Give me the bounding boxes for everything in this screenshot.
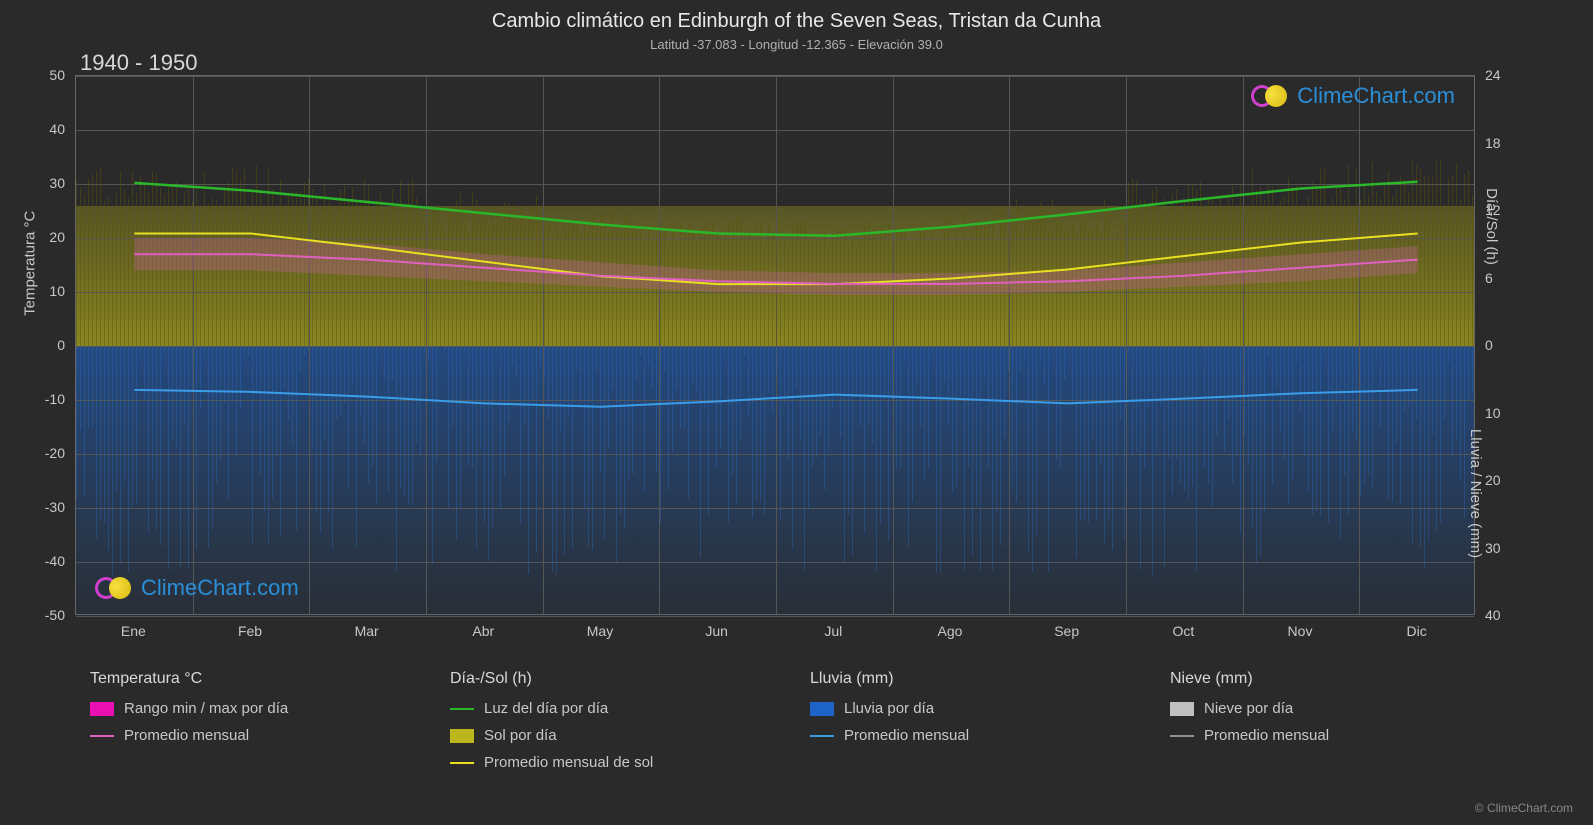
watermark-text: ClimeChart.com [1297, 83, 1455, 109]
legend-swatch [450, 708, 474, 710]
ytick-right-hours: 6 [1485, 270, 1493, 286]
ytick-left: 20 [49, 229, 65, 245]
legend-label: Promedio mensual de sol [484, 754, 653, 771]
legend-item: Promedio mensual [90, 727, 410, 744]
xtick-month: Mar [355, 623, 379, 639]
xtick-month: Jun [705, 623, 728, 639]
ytick-right-mm: 30 [1485, 540, 1501, 556]
ytick-left: 10 [49, 283, 65, 299]
ytick-right-mm: 20 [1485, 472, 1501, 488]
xtick-month: Feb [238, 623, 262, 639]
legend-item: Rango min / max por día [90, 700, 410, 717]
legend-item: Luz del día por día [450, 700, 770, 717]
left-axis-label: Temperatura °C [22, 211, 39, 316]
ytick-right-hours: 18 [1485, 135, 1501, 151]
right-axis-label-top: Día-/Sol (h) [1483, 188, 1500, 265]
chart-title: Cambio climático en Edinburgh of the Sev… [0, 0, 1593, 33]
ytick-right-hours: 0 [1485, 337, 1493, 353]
watermark-text: ClimeChart.com [141, 575, 299, 601]
daylight-line [134, 182, 1417, 236]
watermark-bottom: ClimeChart.com [95, 575, 299, 601]
legend-column: Nieve (mm) Nieve por día Promedio mensual [1170, 670, 1490, 781]
series-lines [76, 76, 1476, 616]
legend-swatch [90, 735, 114, 737]
legend-label: Promedio mensual [124, 727, 249, 744]
watermark-top: ClimeChart.com [1251, 83, 1455, 109]
legend-item: Promedio mensual [1170, 727, 1490, 744]
legend-swatch [90, 702, 114, 716]
legend-swatch [450, 762, 474, 764]
legend-column: Temperatura °C Rango min / max por día Pro… [90, 670, 410, 781]
xtick-month: Oct [1172, 623, 1194, 639]
gridline-h [76, 616, 1474, 617]
xtick-month: Jul [824, 623, 842, 639]
legend-title: Día-/Sol (h) [450, 670, 770, 688]
xtick-month: Nov [1288, 623, 1313, 639]
legend-label: Luz del día por día [484, 700, 608, 717]
copyright: © ClimeChart.com [1475, 801, 1573, 815]
legend-label: Sol por día [484, 727, 557, 744]
legend-item: Promedio mensual [810, 727, 1130, 744]
legend-column: Día-/Sol (h) Luz del día por día Sol por d… [450, 670, 770, 781]
legend-label: Promedio mensual [1204, 727, 1329, 744]
period-label: 1940 - 1950 [80, 50, 197, 76]
legend-item: Lluvia por día [810, 700, 1130, 717]
logo-icon [1251, 83, 1291, 109]
ytick-left: -40 [45, 553, 65, 569]
xtick-month: Sep [1054, 623, 1079, 639]
ytick-left: 30 [49, 175, 65, 191]
legend-label: Rango min / max por día [124, 700, 288, 717]
legend-swatch [1170, 702, 1194, 716]
legend-column: Lluvia (mm) Lluvia por día Promedio mensua… [810, 670, 1130, 781]
legend-swatch [810, 702, 834, 716]
legend-title: Nieve (mm) [1170, 670, 1490, 688]
legend-label: Nieve por día [1204, 700, 1293, 717]
temp-range-band [134, 238, 1417, 295]
legend-title: Temperatura °C [90, 670, 410, 688]
ytick-left: -10 [45, 391, 65, 407]
xtick-month: Abr [472, 623, 494, 639]
legend-item: Sol por día [450, 727, 770, 744]
xtick-month: Ago [938, 623, 963, 639]
plot-area [75, 75, 1475, 615]
ytick-left: -50 [45, 607, 65, 623]
legend-item: Promedio mensual de sol [450, 754, 770, 771]
legend-label: Promedio mensual [844, 727, 969, 744]
xtick-month: Dic [1407, 623, 1427, 639]
ytick-left: -20 [45, 445, 65, 461]
legend-title: Lluvia (mm) [810, 670, 1130, 688]
legend-label: Lluvia por día [844, 700, 934, 717]
rain-avg-line [134, 390, 1417, 407]
xtick-month: May [587, 623, 613, 639]
logo-icon [95, 575, 135, 601]
ytick-left: 50 [49, 67, 65, 83]
ytick-right-mm: 40 [1485, 607, 1501, 623]
ytick-left: 40 [49, 121, 65, 137]
ytick-right-hours: 24 [1485, 67, 1501, 83]
legend-swatch [810, 735, 834, 737]
legend-swatch [1170, 735, 1194, 737]
chart-subtitle: Latitud -37.083 - Longitud -12.365 - Ele… [0, 33, 1593, 52]
xtick-month: Ene [121, 623, 146, 639]
right-axis-label-bottom: Lluvia / Nieve (mm) [1467, 429, 1484, 558]
legend: Temperatura °C Rango min / max por día Pro… [90, 670, 1490, 781]
ytick-left: 0 [57, 337, 65, 353]
legend-swatch [450, 729, 474, 743]
ytick-left: -30 [45, 499, 65, 515]
legend-item: Nieve por día [1170, 700, 1490, 717]
chart-container: -50-40-30-20-1001020304050 0612182410203… [75, 75, 1475, 645]
ytick-right-mm: 10 [1485, 405, 1501, 421]
